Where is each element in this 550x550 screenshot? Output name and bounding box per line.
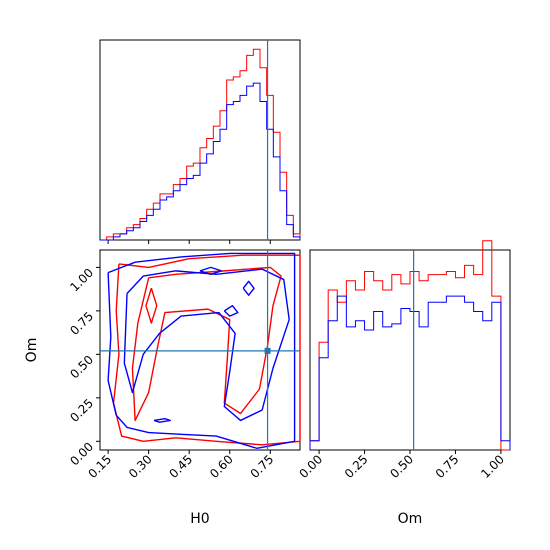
panel-om-hist: 0.00 0.25 0.50 0.75 1.00 <box>296 240 511 481</box>
contour-blue-5 <box>153 417 171 423</box>
contour-blue-4 <box>242 280 255 296</box>
joint-xtick-label-0: 0.15 <box>85 452 114 481</box>
panel-h0-hist <box>99 39 301 244</box>
contour-blue-0 <box>107 252 296 449</box>
om-xtick-label-4: 1.00 <box>478 452 507 481</box>
h0-hist-red <box>100 48 301 241</box>
joint-xtick-label-2: 0.45 <box>167 452 196 481</box>
contour-blue-3 <box>223 304 239 317</box>
contour-blue-2 <box>199 266 223 276</box>
h0-hist-frame <box>99 39 301 241</box>
joint-xtick-label-3: 0.60 <box>207 452 236 481</box>
joint-xtick-label-1: 0.30 <box>126 452 155 481</box>
om-xtick-label-3: 0.75 <box>433 452 462 481</box>
contour-red-1 <box>131 266 282 422</box>
contour-red-2 <box>145 288 158 324</box>
joint-ytick-label-1: 0.25 <box>67 396 96 425</box>
joint-ytick-label-2: 0.50 <box>67 353 96 382</box>
om-hist-red <box>309 240 510 451</box>
contour-blue-1 <box>123 268 290 422</box>
contour-red-0 <box>112 254 301 446</box>
xlabel-h0: H0 <box>190 511 209 527</box>
panel-joint: 0.15 0.30 0.45 0.60 0.75 0.000.250.500.751.0… <box>67 249 301 481</box>
om-xtick-label-2: 0.50 <box>387 452 416 481</box>
om-hist-blue <box>309 295 511 450</box>
om-xtick-label-1: 0.25 <box>342 452 371 481</box>
joint-xtick-label-4: 0.75 <box>248 452 277 481</box>
joint-truth-marker <box>264 347 271 354</box>
xlabel-om: Om <box>398 511 423 527</box>
ylabel-om: Om <box>24 338 40 363</box>
joint-ytick-label-4: 1.00 <box>67 266 96 295</box>
joint-ytick-label-3: 0.75 <box>67 309 96 338</box>
om-xtick-label-0: 0.00 <box>296 452 325 481</box>
